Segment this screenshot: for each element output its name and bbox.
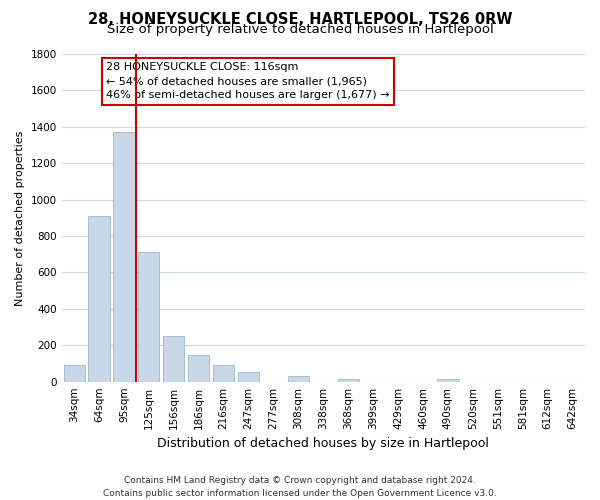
Bar xyxy=(238,372,259,382)
Text: 28 HONEYSUCKLE CLOSE: 116sqm
← 54% of detached houses are smaller (1,965)
46% of: 28 HONEYSUCKLE CLOSE: 116sqm ← 54% of de… xyxy=(106,62,389,100)
Text: Contains HM Land Registry data © Crown copyright and database right 2024.
Contai: Contains HM Land Registry data © Crown c… xyxy=(103,476,497,498)
Bar xyxy=(437,379,458,382)
Bar xyxy=(338,379,359,382)
Bar xyxy=(113,132,134,382)
Y-axis label: Number of detached properties: Number of detached properties xyxy=(15,130,25,306)
Bar xyxy=(213,366,234,382)
Text: 28, HONEYSUCKLE CLOSE, HARTLEPOOL, TS26 0RW: 28, HONEYSUCKLE CLOSE, HARTLEPOOL, TS26 … xyxy=(88,12,512,28)
Bar xyxy=(288,376,309,382)
Text: Size of property relative to detached houses in Hartlepool: Size of property relative to detached ho… xyxy=(107,22,493,36)
Bar xyxy=(88,216,110,382)
Bar xyxy=(163,336,184,382)
Bar xyxy=(138,252,160,382)
Bar xyxy=(188,356,209,382)
Bar xyxy=(64,366,85,382)
X-axis label: Distribution of detached houses by size in Hartlepool: Distribution of detached houses by size … xyxy=(157,437,489,450)
